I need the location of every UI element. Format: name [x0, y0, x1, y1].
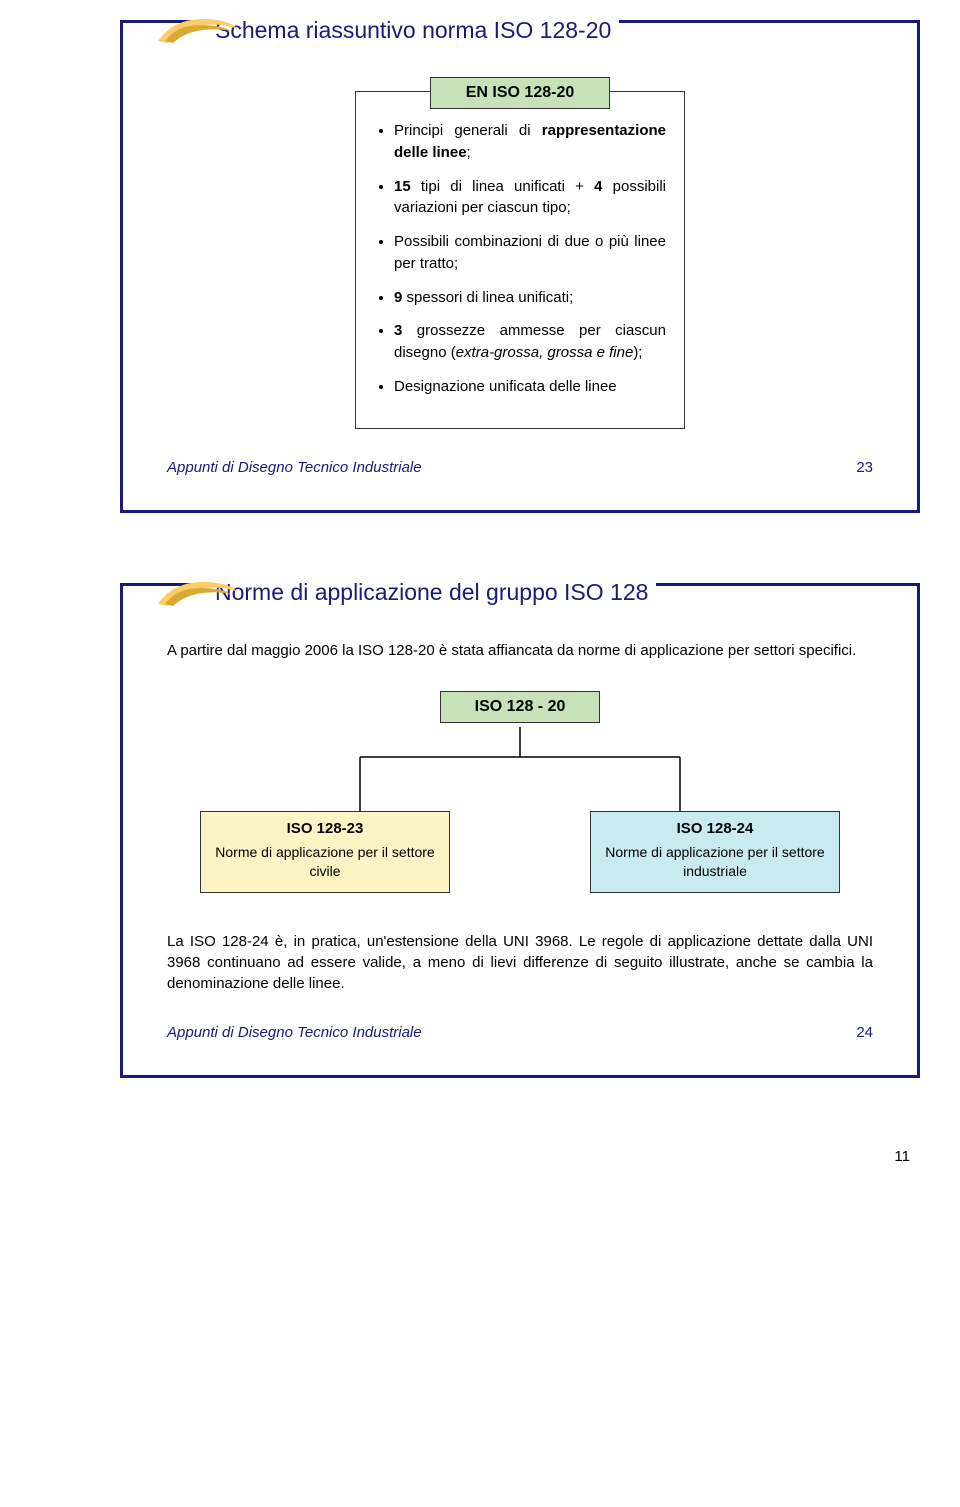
bullet-item: Principi generali di rappresentazione de… [394, 120, 666, 164]
slide-2: Norme di applicazione del gruppo ISO 128… [120, 583, 920, 1078]
swoosh-icon [153, 11, 243, 49]
slide-1-content-stack: EN ISO 128-20 Principi generali di rappr… [355, 77, 685, 429]
bullet-item: 9 spessori di linea unificati; [394, 287, 666, 309]
slide-2-title: Norme di applicazione del gruppo ISO 128 [213, 579, 656, 606]
intro-paragraph: A partire dal maggio 2006 la ISO 128-20 … [167, 640, 873, 661]
iso-128-23-box: ISO 128-23 Norme di applicazione per il … [200, 811, 450, 893]
slide-1-title-wrap: Schema riassuntivo norma ISO 128-20 [153, 11, 619, 49]
iso-128-23-title: ISO 128-23 [201, 818, 449, 839]
slide-2-footer: Appunti di Disegno Tecnico Industriale 2… [167, 1024, 873, 1041]
bullet-item: 3 grossezze ammesse per ciascun disegno … [394, 320, 666, 364]
bullet-item: Possibili combinazioni di due o più line… [394, 231, 666, 275]
slide-1-title: Schema riassuntivo norma ISO 128-20 [213, 17, 619, 44]
iso-128-24-body: Norme di applicazione per il settore ind… [591, 843, 839, 882]
iso-128-24-title: ISO 128-24 [591, 818, 839, 839]
slide-2-title-wrap: Norme di applicazione del gruppo ISO 128 [153, 574, 656, 612]
footer-page-num: 24 [856, 1024, 873, 1041]
bullet-item: 15 tipi di linea unificati + 4 possibili… [394, 176, 666, 220]
bullet-item: Designazione unificata delle linee [394, 376, 666, 398]
iso-hierarchy-diagram: ISO 128 - 20 ISO 128-23 Norme di applica… [200, 691, 840, 921]
slide-1-footer: Appunti di Disegno Tecnico Industriale 2… [167, 459, 873, 476]
footer-page-num: 23 [856, 459, 873, 476]
swoosh-icon [153, 574, 243, 612]
outro-paragraph: La ISO 128-24 è, in pratica, un'estensio… [167, 931, 873, 994]
footer-label: Appunti di Disegno Tecnico Industriale [167, 1024, 422, 1041]
footer-label: Appunti di Disegno Tecnico Industriale [167, 459, 422, 476]
document-page-number: 11 [120, 1148, 920, 1165]
iso-128-20-box: ISO 128 - 20 [440, 691, 600, 723]
slide-1: Schema riassuntivo norma ISO 128-20 EN I… [120, 20, 920, 513]
iso-128-24-box: ISO 128-24 Norme di applicazione per il … [590, 811, 840, 893]
bullets-box: Principi generali di rappresentazione de… [355, 91, 685, 429]
en-iso-title-box: EN ISO 128-20 [430, 77, 610, 109]
iso-128-23-body: Norme di applicazione per il settore civ… [201, 843, 449, 882]
bullets-list: Principi generali di rappresentazione de… [374, 120, 666, 398]
connector-lines [270, 727, 770, 811]
